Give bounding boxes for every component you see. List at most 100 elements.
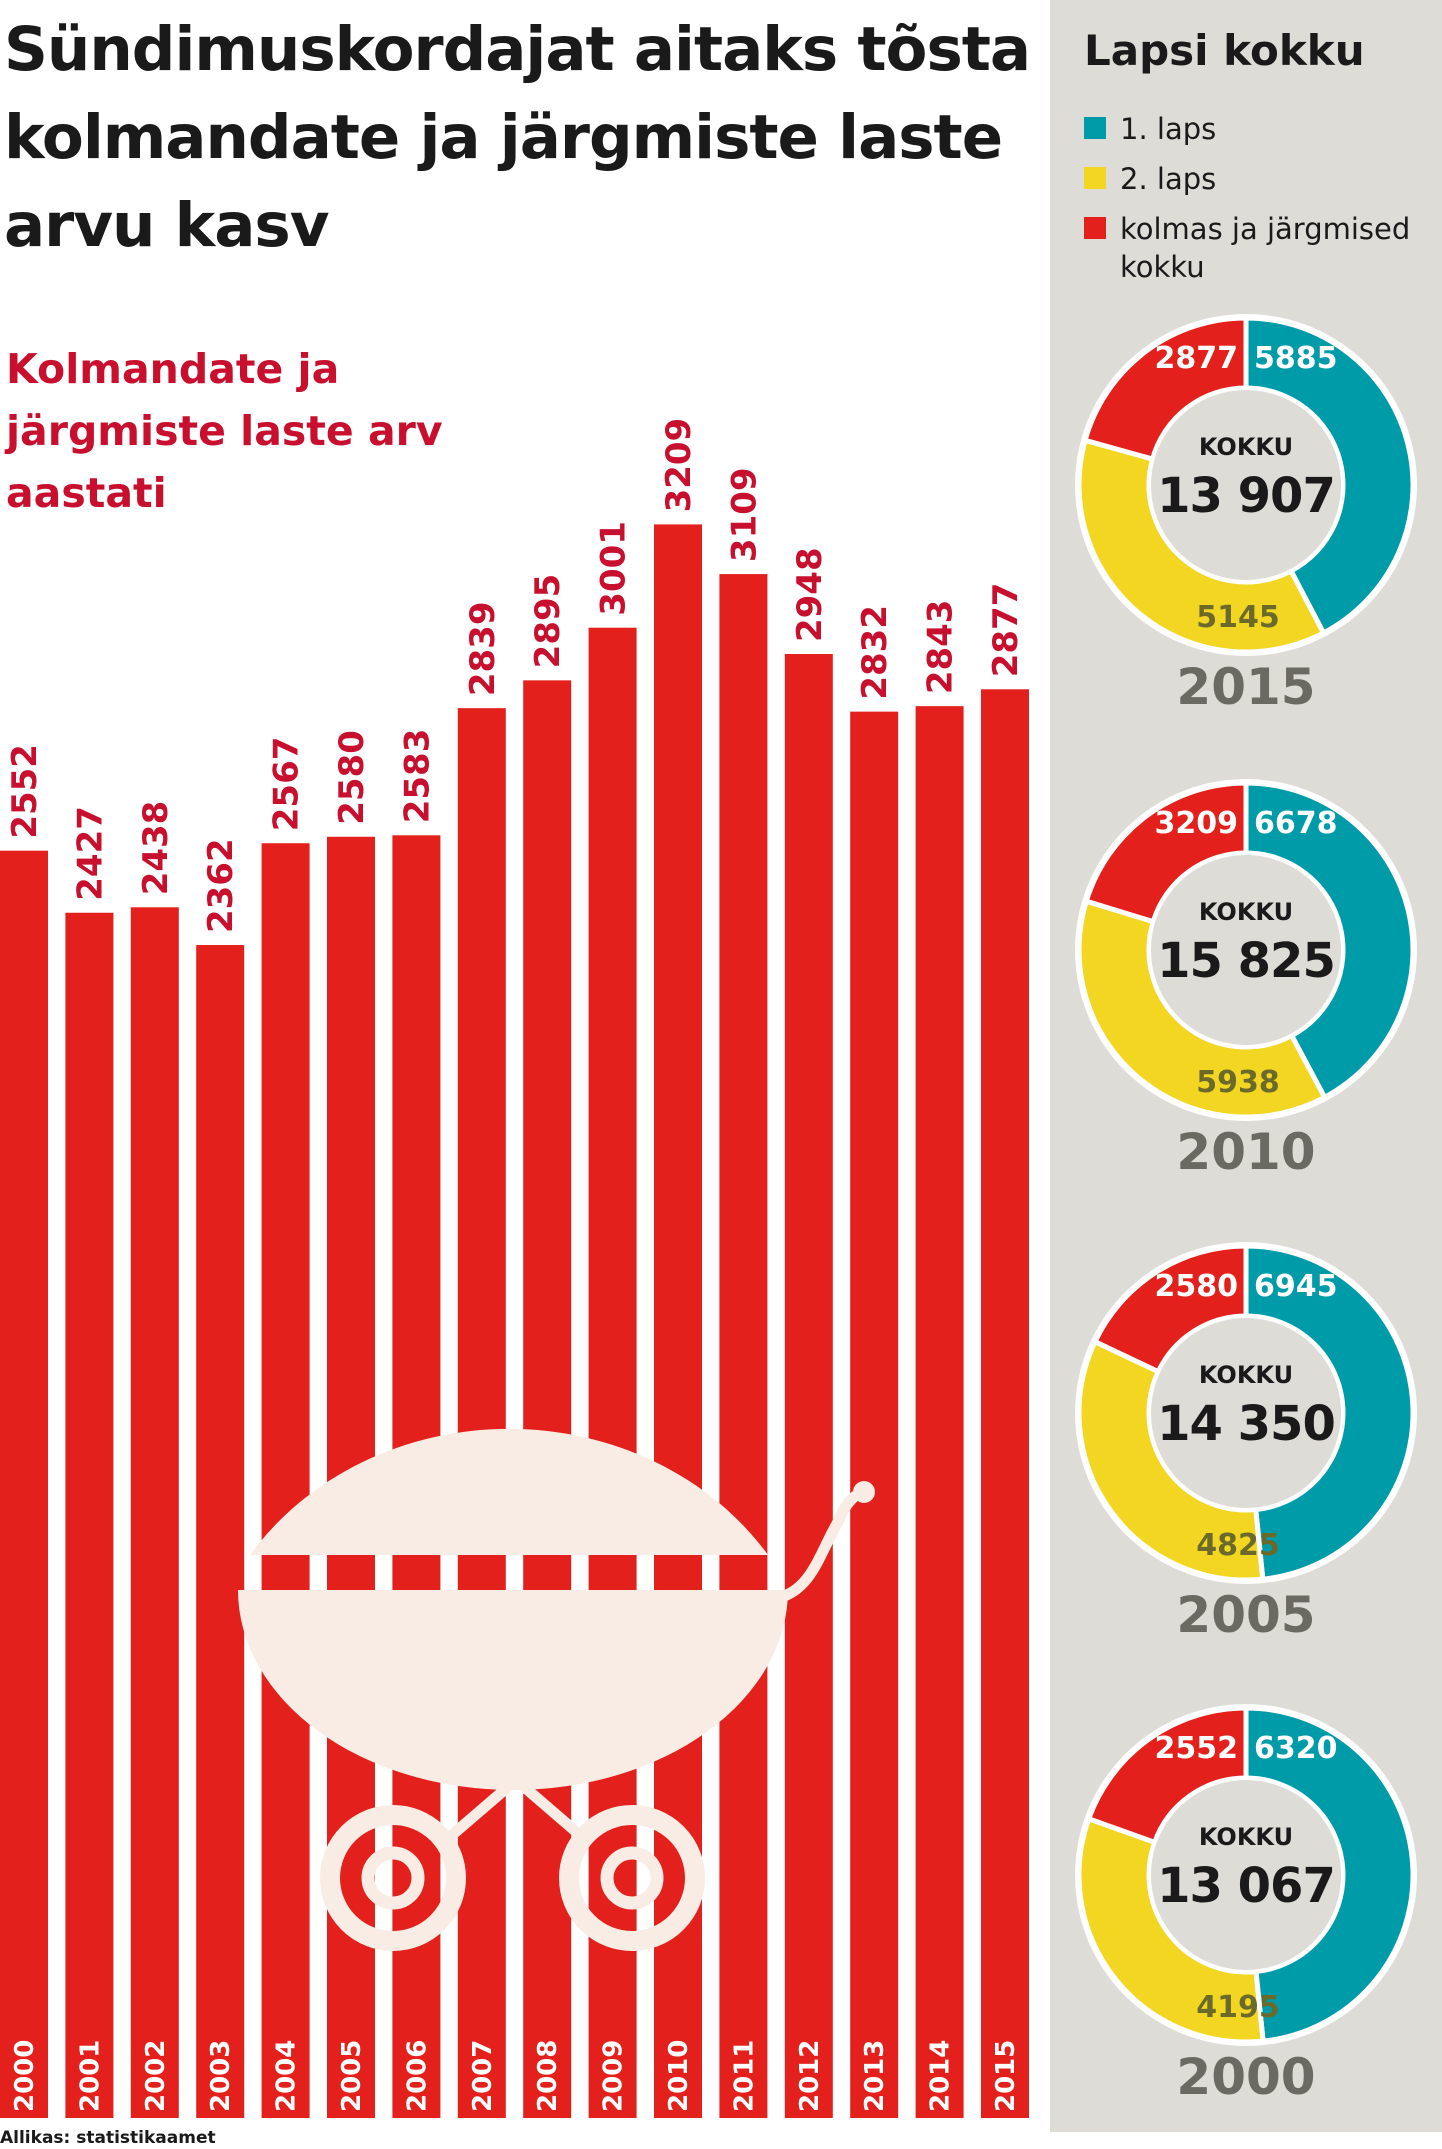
bar-value-label: 2948 bbox=[790, 547, 830, 642]
legend-swatch-first-child bbox=[1084, 117, 1106, 139]
bar bbox=[981, 689, 1029, 2119]
legend-swatch-third-and-more bbox=[1084, 217, 1106, 239]
donut-slice bbox=[1085, 1705, 1249, 1846]
slice-value-first-child: 5885 bbox=[1254, 341, 1338, 376]
donut-slice bbox=[1243, 315, 1416, 637]
donut-slice bbox=[1076, 1338, 1266, 1583]
year-tick-label: 2009 bbox=[599, 2040, 629, 2112]
donut-slice bbox=[1243, 1705, 1416, 2044]
source-note: Allikas: statistikaamet bbox=[0, 2128, 216, 2148]
donut-total-value: 13 907 bbox=[1157, 468, 1335, 524]
bar bbox=[850, 711, 899, 2118]
bar-chart: 2552 2000 2427 2001 2438 2002 2362 2003 2567 2004… bbox=[0, 418, 1029, 2119]
bar-value-label: 2580 bbox=[332, 730, 372, 825]
bar-value-label: 2362 bbox=[201, 838, 241, 933]
page-title: Sündimuskordajat aitaks tõsta kolmandate… bbox=[4, 14, 1031, 261]
bar-value-label: 3001 bbox=[594, 521, 634, 616]
slice-value-third-and-more: 2877 bbox=[1155, 341, 1239, 376]
donut-hole bbox=[1151, 855, 1341, 1045]
legend: 1. laps 2. laps kolmas ja järgmised kokk… bbox=[1084, 110, 1424, 298]
slice-value-third-and-more: 2580 bbox=[1155, 1269, 1239, 1304]
stroller-axle bbox=[440, 1737, 564, 1847]
bar-value-label: 2427 bbox=[70, 806, 110, 901]
bar bbox=[915, 706, 964, 2118]
donut-slice bbox=[1076, 1815, 1266, 2045]
slice-value-second-child: 4825 bbox=[1196, 1528, 1280, 1563]
bar bbox=[65, 912, 114, 2119]
slice-value-third-and-more: 3209 bbox=[1155, 806, 1239, 841]
donut-hole bbox=[1151, 390, 1341, 580]
donut-slice bbox=[1076, 437, 1327, 655]
stroller-wheel bbox=[559, 1805, 705, 1951]
donut-total-label: KOKKU bbox=[1199, 1361, 1293, 1389]
donut-slice bbox=[1083, 780, 1249, 925]
donut-year-label: 2005 bbox=[1176, 1586, 1315, 1644]
year-tick-label: 2013 bbox=[860, 2040, 890, 2112]
year-tick-label: 2005 bbox=[337, 2040, 367, 2112]
year-tick-label: 2007 bbox=[468, 2040, 498, 2112]
donut-year-label: 2010 bbox=[1176, 1123, 1315, 1181]
slice-value-second-child: 5145 bbox=[1196, 600, 1280, 635]
stroller-hood bbox=[250, 1428, 768, 1555]
stroller-icon bbox=[238, 1428, 875, 1951]
year-tick-label: 2000 bbox=[10, 2040, 40, 2112]
year-tick-label: 2001 bbox=[75, 2040, 105, 2112]
bar-value-label: 2438 bbox=[136, 801, 176, 896]
bar bbox=[261, 843, 310, 2118]
bar-value-label: 3109 bbox=[724, 467, 764, 562]
bar bbox=[457, 708, 506, 2118]
bar bbox=[130, 907, 179, 2118]
year-tick-label: 2014 bbox=[926, 2040, 956, 2112]
year-tick-label: 2006 bbox=[402, 2040, 432, 2112]
donut-total-value: 13 067 bbox=[1157, 1858, 1335, 1914]
donut-chart-2005: 6945 2580 4825 KOKKU 14 350 2005 bbox=[1075, 1242, 1417, 1644]
donut-total-label: KOKKU bbox=[1199, 1823, 1293, 1851]
bar-value-label: 2567 bbox=[267, 737, 307, 832]
year-tick-label: 2012 bbox=[795, 2040, 825, 2112]
donut-hole bbox=[1151, 1318, 1341, 1508]
legend-swatch-second-child bbox=[1084, 167, 1106, 189]
bar-value-label: 2843 bbox=[921, 600, 961, 695]
bar-value-label: 3209 bbox=[659, 418, 699, 513]
donut-total-label: KOKKU bbox=[1199, 898, 1293, 926]
side-panel-title: Lapsi kokku bbox=[1084, 26, 1365, 75]
donut-slice bbox=[1076, 898, 1328, 1120]
slice-value-first-child: 6320 bbox=[1254, 1731, 1338, 1766]
year-tick-label: 2011 bbox=[729, 2040, 759, 2112]
slice-value-first-child: 6945 bbox=[1254, 1269, 1338, 1304]
bar-value-label: 2583 bbox=[397, 729, 437, 824]
legend-label: 2. laps bbox=[1120, 162, 1217, 196]
stroller-axle bbox=[468, 1737, 592, 1847]
bar-value-label: 2552 bbox=[5, 744, 45, 839]
slice-value-second-child: 4195 bbox=[1196, 1990, 1280, 2025]
stroller-wheel-hub bbox=[361, 1846, 425, 1910]
stroller-wheel bbox=[320, 1805, 466, 1951]
donut-slice bbox=[1243, 780, 1416, 1101]
donut-slice bbox=[1091, 1243, 1249, 1375]
legend-item-first-child: 1. laps bbox=[1084, 110, 1424, 148]
donut-chart-2015: 5885 2877 5145 KOKKU 13 907 2015 bbox=[1075, 314, 1417, 716]
stroller-handle-knob bbox=[853, 1481, 875, 1503]
slice-value-first-child: 6678 bbox=[1254, 806, 1338, 841]
donut-total-value: 15 825 bbox=[1157, 933, 1335, 989]
bar-value-label: 2832 bbox=[855, 605, 895, 700]
slice-value-third-and-more: 2552 bbox=[1155, 1731, 1239, 1766]
year-tick-label: 2010 bbox=[664, 2040, 694, 2112]
donut-year-label: 2000 bbox=[1176, 2048, 1315, 2106]
bar bbox=[784, 654, 833, 2118]
legend-label: kolmas ja järgmised kokku bbox=[1120, 212, 1411, 284]
legend-item-third-and-more: kolmas ja järgmised kokku bbox=[1084, 210, 1424, 286]
year-tick-label: 2015 bbox=[991, 2040, 1021, 2112]
year-tick-label: 2004 bbox=[272, 2040, 302, 2112]
year-tick-label: 2003 bbox=[206, 2040, 236, 2112]
bar-value-label: 2839 bbox=[463, 602, 503, 697]
donut-total-label: KOKKU bbox=[1199, 433, 1293, 461]
bar bbox=[719, 574, 768, 2119]
legend-item-second-child: 2. laps bbox=[1084, 160, 1424, 198]
bar bbox=[196, 945, 245, 2119]
donut-chart-2000: 6320 2552 4195 KOKKU 13 067 2000 bbox=[1075, 1704, 1417, 2106]
donut-slice bbox=[1243, 1243, 1416, 1582]
year-tick-label: 2002 bbox=[141, 2040, 171, 2112]
donut-hole bbox=[1151, 1780, 1341, 1970]
stroller-basket bbox=[238, 1590, 788, 1790]
